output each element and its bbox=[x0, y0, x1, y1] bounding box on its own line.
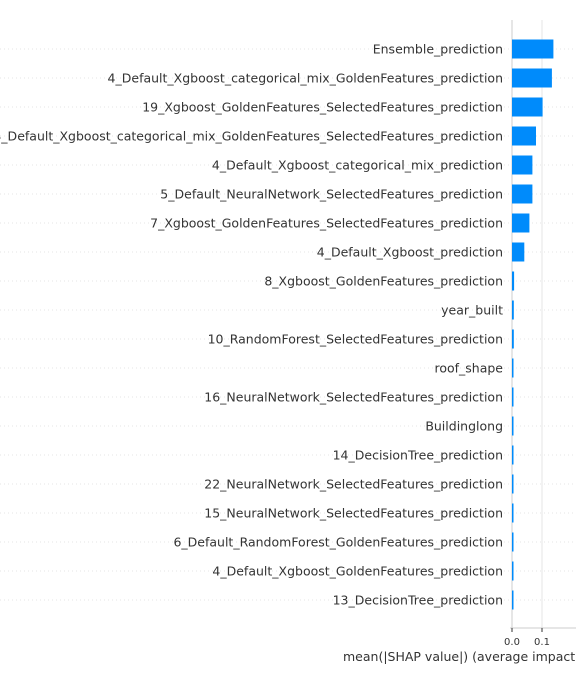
feature-label: 4_Default_Xgboost_GoldenFeatures_predict… bbox=[212, 564, 503, 579]
feature-label: 10_RandomForest_SelectedFeatures_predict… bbox=[208, 332, 503, 347]
feature-label: 4_Default_Xgboost_categorical_mix_Golden… bbox=[108, 71, 503, 86]
feature-label: 16_NeuralNetwork_SelectedFeatures_predic… bbox=[204, 390, 503, 405]
feature-label: 14_DecisionTree_prediction bbox=[333, 448, 503, 463]
bar-16_NeuralNetwork_SelectedFeatures_prediction bbox=[512, 387, 514, 407]
bar-year_built bbox=[512, 300, 514, 320]
bar-6_Default_RandomForest_GoldenFeatures_prediction bbox=[512, 532, 514, 552]
bar-4_Default_Xgboost_GoldenFeatures_prediction bbox=[512, 561, 514, 581]
bar-10_RandomForest_SelectedFeatures_prediction bbox=[512, 329, 514, 349]
feature-label: Buildinglong bbox=[425, 419, 503, 434]
feature-label: 8_Xgboost_GoldenFeatures_prediction bbox=[264, 274, 503, 289]
feature-label: Ensemble_prediction bbox=[373, 42, 503, 57]
feature-label: 6_Default_RandomForest_GoldenFeatures_pr… bbox=[173, 535, 503, 550]
bar-19_Xgboost_GoldenFeatures_SelectedFeatures_prediction bbox=[512, 97, 543, 117]
feature-label: roof_shape bbox=[434, 361, 503, 376]
bar-4_Default_Xgboost_categorical_mix_prediction bbox=[512, 155, 533, 175]
bar-14_DecisionTree_prediction bbox=[512, 445, 514, 465]
feature-label: 4_Default_Xgboost_prediction bbox=[317, 245, 503, 260]
bar-8_Xgboost_GoldenFeatures_prediction bbox=[512, 271, 515, 291]
bar-Buildinglong bbox=[512, 416, 514, 436]
feature-label: 4_Default_Xgboost_categorical_mix_Golden… bbox=[0, 129, 503, 144]
feature-label: 7_Xgboost_GoldenFeatures_SelectedFeature… bbox=[150, 216, 503, 231]
feature-label: year_built bbox=[441, 303, 503, 318]
feature-labels: Ensemble_prediction 4_Default_Xgboost_cat… bbox=[0, 42, 503, 608]
x-axis-label: mean(|SHAP value|) (average impact on bbox=[343, 649, 576, 664]
feature-label: 19_Xgboost_GoldenFeatures_SelectedFeatur… bbox=[142, 100, 503, 115]
bar-4_Default_Xgboost_categorical_mix_GoldenFeatures_prediction bbox=[512, 68, 552, 88]
bar-roof_shape bbox=[512, 358, 514, 378]
bar-15_NeuralNetwork_SelectedFeatures_prediction bbox=[512, 503, 514, 523]
feature-label: 5_Default_NeuralNetwork_SelectedFeatures… bbox=[160, 187, 503, 202]
feature-label: 4_Default_Xgboost_categorical_mix_predic… bbox=[212, 158, 503, 173]
grid-lines bbox=[0, 20, 576, 628]
bar-22_NeuralNetwork_SelectedFeatures_prediction bbox=[512, 474, 514, 494]
bars bbox=[512, 39, 554, 610]
bar-5_Default_NeuralNetwork_SelectedFeatures_prediction bbox=[512, 184, 533, 204]
bar-13_DecisionTree_prediction bbox=[512, 590, 514, 610]
x-tick-label: 0.0 bbox=[504, 637, 520, 648]
feature-label: 22_NeuralNetwork_SelectedFeatures_predic… bbox=[204, 477, 503, 492]
x-tick-label: 0.1 bbox=[534, 637, 550, 648]
bar-4_Default_Xgboost_categorical_mix_GoldenFeatures_SelectedFeatures_prediction bbox=[512, 126, 536, 146]
feature-label: 13_DecisionTree_prediction bbox=[333, 593, 503, 608]
bar-7_Xgboost_GoldenFeatures_SelectedFeatures_prediction bbox=[512, 213, 530, 233]
bar-4_Default_Xgboost_prediction bbox=[512, 242, 525, 262]
x-ticks: 0.0 0.1 bbox=[504, 628, 550, 648]
bar-Ensemble_prediction bbox=[512, 39, 554, 59]
feature-label: 15_NeuralNetwork_SelectedFeatures_predic… bbox=[204, 506, 503, 521]
